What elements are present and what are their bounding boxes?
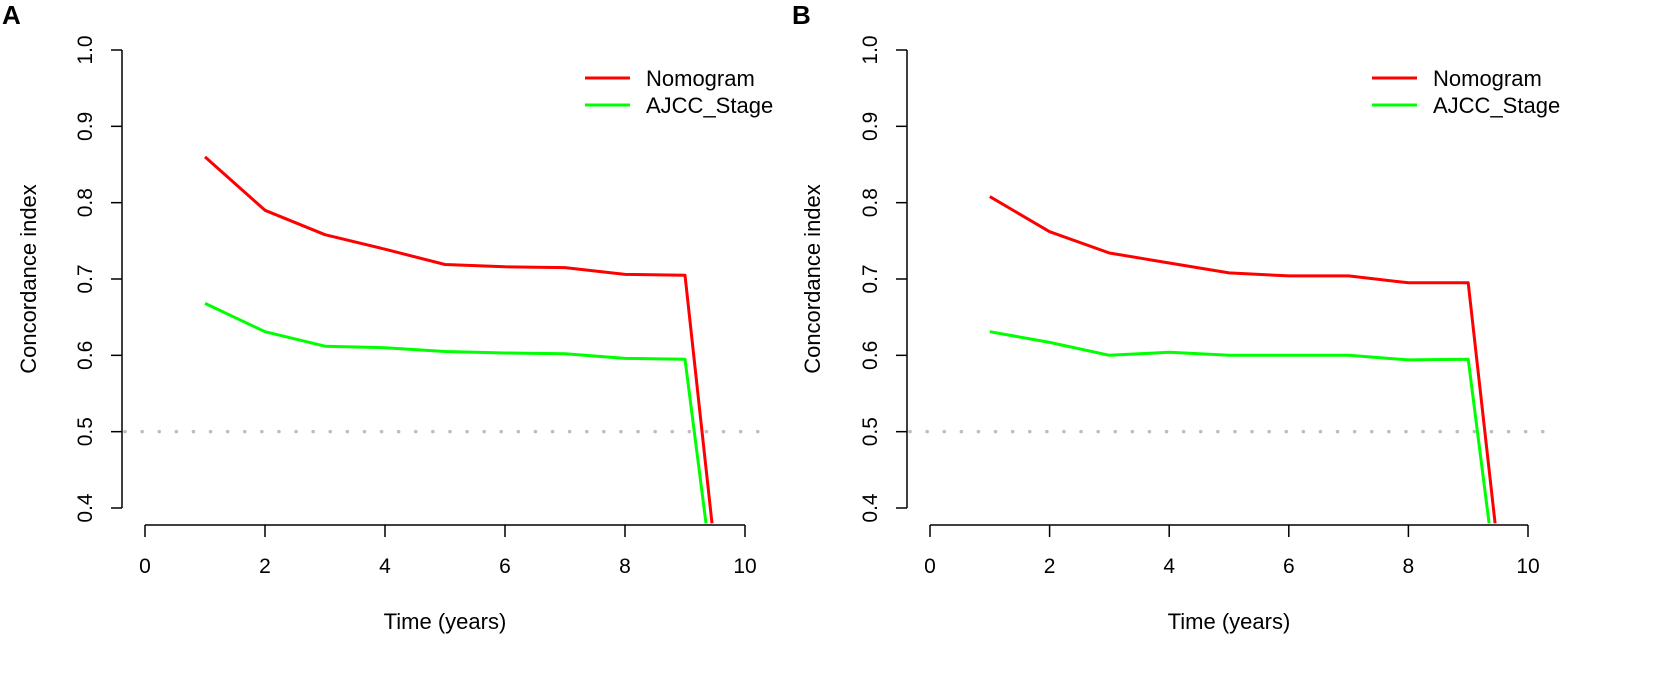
- x-tick-label: 0: [924, 555, 936, 578]
- x-axis-title: Time (years): [1168, 609, 1291, 634]
- x-tick-label: 10: [1516, 555, 1539, 578]
- legend-label: AJCC_Stage: [1433, 93, 1560, 118]
- y-tick-label: 0.8: [74, 188, 97, 217]
- legend-label: Nomogram: [1433, 66, 1542, 91]
- y-tick-label: 0.4: [859, 493, 882, 523]
- y-tick-label: 0.8: [859, 188, 882, 217]
- y-tick-label: 1.0: [859, 35, 882, 64]
- series-line-ajcc_stage: [204, 302, 708, 524]
- panel-letter: A: [2, 0, 21, 30]
- x-axis-title: Time (years): [384, 609, 507, 634]
- panel-b: B 0.4 0.5 0.6 0.7 0.8 0.9 1.0 0 2 4 6 8 10 Time (years…: [792, 0, 1560, 634]
- x-tick-label: 8: [1403, 555, 1415, 578]
- series-line-ajcc_stage: [989, 330, 1491, 524]
- y-tick-label: 0.6: [859, 341, 882, 370]
- y-tick-label: 0.5: [859, 417, 882, 446]
- x-tick-label: 4: [1163, 555, 1175, 578]
- series-line-nomogram: [989, 195, 1497, 524]
- series-group: [989, 195, 1497, 524]
- x-tick-label: 2: [259, 555, 271, 578]
- y-tick-label: 0.6: [74, 341, 97, 370]
- legend-label: AJCC_Stage: [646, 93, 773, 118]
- y-tick-label: 0.5: [74, 417, 97, 446]
- y-axis-title: Concordance index: [800, 184, 825, 374]
- y-tick-label: 0.4: [74, 493, 97, 523]
- x-tick-label: 6: [499, 555, 511, 578]
- x-tick-label: 8: [619, 555, 631, 578]
- y-tick-label: 0.7: [859, 264, 882, 293]
- series-group: [204, 155, 714, 524]
- x-tick-label: 2: [1044, 555, 1056, 578]
- y-tick-label: 1.0: [74, 35, 97, 64]
- panel-a: A 0.4 0.5 0.6 0.7 0.8 0.9 1.0 0 2 4 6 8 10 Time (years…: [2, 0, 775, 634]
- y-tick-label: 0.9: [74, 112, 97, 141]
- y-tick-label: 0.7: [74, 264, 97, 293]
- y-tick-label: 0.9: [859, 112, 882, 141]
- x-tick-label: 4: [379, 555, 391, 578]
- series-line-nomogram: [204, 155, 714, 524]
- x-tick-label: 10: [733, 555, 756, 578]
- x-tick-label: 6: [1283, 555, 1295, 578]
- legend-label: Nomogram: [646, 66, 755, 91]
- y-axis-title: Concordance index: [16, 184, 41, 374]
- panel-letter: B: [792, 0, 811, 30]
- x-tick-label: 0: [139, 555, 151, 578]
